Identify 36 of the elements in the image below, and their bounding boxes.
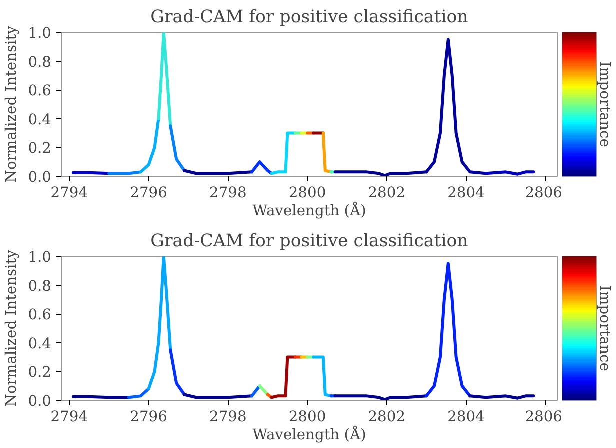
y-tick-label: 0.4 <box>28 335 52 352</box>
y-tick-label: 0.8 <box>28 54 52 71</box>
x-tick-label: 2794 <box>50 184 88 202</box>
chart-title: Grad-CAM for positive classification <box>150 232 468 252</box>
x-tick-label: 2804 <box>448 408 485 426</box>
x-tick-label: 2802 <box>368 184 406 202</box>
y-tick-label: 0.2 <box>28 364 52 382</box>
x-tick-label: 2800 <box>288 408 326 426</box>
x-tick-label: 2796 <box>130 408 168 426</box>
x-tick-label: 2804 <box>448 184 485 202</box>
y-axis-title: Normalized Intensity <box>3 249 20 407</box>
x-axis-title: Wavelength (Å) <box>252 202 366 220</box>
y-tick-label: 1.0 <box>28 249 52 266</box>
x-tick-label: 2806 <box>525 184 563 202</box>
y-tick-label: 0.8 <box>28 278 52 295</box>
color-bar-title: Importance <box>596 62 614 148</box>
x-tick-label: 2806 <box>525 408 563 426</box>
x-tick-label: 2802 <box>368 408 406 426</box>
x-tick-label: 2796 <box>130 184 168 202</box>
x-tick-label: 2798 <box>210 408 247 426</box>
x-tick-label: 2794 <box>50 408 88 426</box>
y-tick-label: 0.0 <box>28 393 52 410</box>
y-tick-label: 0.2 <box>28 140 52 158</box>
y-tick-label: 0.4 <box>28 111 52 128</box>
x-tick-label: 2800 <box>288 184 326 202</box>
y-tick-label: 0.6 <box>28 82 52 100</box>
x-tick-label: 2798 <box>210 184 247 202</box>
y-tick-label: 0.0 <box>28 169 52 186</box>
y-tick-label: 1.0 <box>28 25 52 42</box>
y-axis-title: Normalized Intensity <box>3 25 20 183</box>
picture-colorbar: Importance <box>562 224 616 448</box>
x-axis-title: Wavelength (Å) <box>252 426 366 444</box>
picture-colorbar: Importance <box>562 0 616 224</box>
color-bar-title: Importance <box>596 286 614 372</box>
y-tick-label: 0.6 <box>28 306 52 324</box>
chart-title: Grad-CAM for positive classification <box>150 8 468 28</box>
